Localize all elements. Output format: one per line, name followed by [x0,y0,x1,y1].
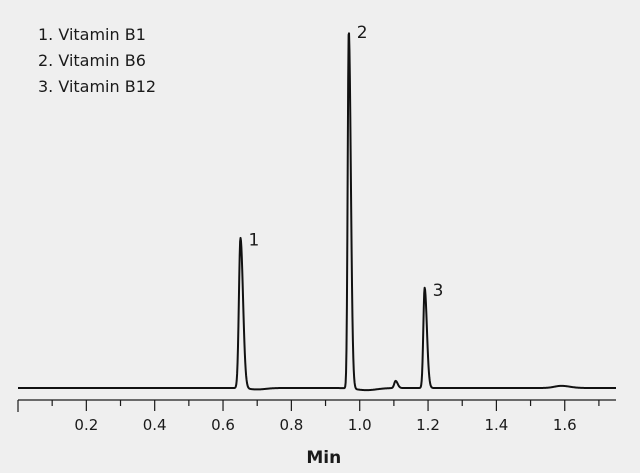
peak-label-1: 1 [248,231,259,251]
x-axis-tick-label: 1.2 [416,416,440,434]
x-axis-tick-labels: 0.2 0.4 0.6 0.8 1.0 1.2 1.4 1.6 [74,416,576,434]
peak-label-2: 2 [357,23,368,43]
x-axis-title: Min [306,448,341,468]
x-axis-tick-label: 0.4 [143,416,167,434]
x-axis-tick-label: 1.4 [484,416,508,434]
x-axis-tick-label: 0.2 [74,416,98,434]
peak-label-3: 3 [433,281,444,301]
x-axis-ticks [17,400,600,412]
x-axis-tick-label: 0.6 [211,416,235,434]
chart-legend: 1. Vitamin B1 2. Vitamin B6 3. Vitamin B12 [38,25,156,96]
x-axis-tick-label: 1.0 [348,416,372,434]
legend-entry: 3. Vitamin B12 [38,77,156,96]
chromatogram-trace [17,32,617,392]
x-axis-tick-label: 0.8 [279,416,303,434]
x-axis-tick-label: 1.6 [553,416,577,434]
legend-entry: 1. Vitamin B1 [38,25,146,44]
peak-labels: 1 2 3 [248,23,443,301]
legend-entry: 2. Vitamin B6 [38,51,146,70]
